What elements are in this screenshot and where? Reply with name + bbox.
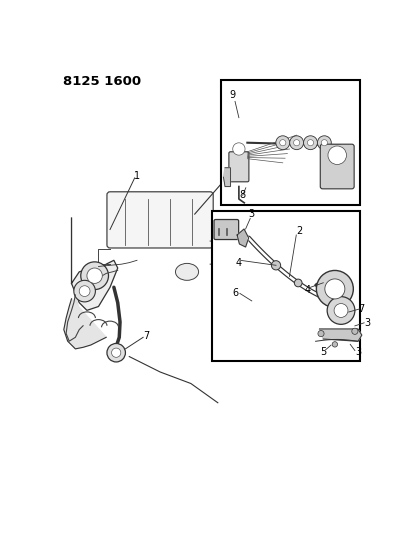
Circle shape <box>351 328 357 334</box>
Circle shape <box>307 140 313 146</box>
Polygon shape <box>71 218 117 310</box>
Bar <box>220 80 359 205</box>
Circle shape <box>289 136 303 150</box>
Text: 2: 2 <box>295 225 301 236</box>
Text: 7: 7 <box>143 331 149 341</box>
Circle shape <box>327 146 346 165</box>
FancyBboxPatch shape <box>107 192 213 248</box>
Text: 3: 3 <box>248 209 254 219</box>
Text: 8125 1600: 8125 1600 <box>63 75 141 88</box>
FancyBboxPatch shape <box>319 144 353 189</box>
Circle shape <box>303 136 317 150</box>
Polygon shape <box>223 168 230 187</box>
FancyBboxPatch shape <box>213 220 238 239</box>
Text: 3: 3 <box>354 347 360 357</box>
Text: 5: 5 <box>319 347 326 357</box>
FancyBboxPatch shape <box>228 152 248 182</box>
Circle shape <box>79 286 90 296</box>
Text: 9: 9 <box>228 90 234 100</box>
Ellipse shape <box>175 263 198 280</box>
Bar <box>211 212 359 361</box>
Text: 1: 1 <box>134 171 140 181</box>
Circle shape <box>81 262 108 289</box>
Circle shape <box>316 270 353 308</box>
Polygon shape <box>236 229 248 247</box>
Text: 7: 7 <box>358 304 364 314</box>
Circle shape <box>87 268 102 284</box>
Circle shape <box>317 330 323 337</box>
Text: 8: 8 <box>239 190 245 200</box>
Circle shape <box>275 136 289 150</box>
Circle shape <box>294 279 301 287</box>
Text: 4: 4 <box>235 259 241 269</box>
Circle shape <box>333 304 347 318</box>
Circle shape <box>326 297 354 325</box>
Text: 3: 3 <box>363 318 369 328</box>
Circle shape <box>107 343 125 362</box>
Polygon shape <box>319 329 361 341</box>
Circle shape <box>324 279 344 299</box>
Circle shape <box>321 140 327 146</box>
Circle shape <box>317 136 330 150</box>
Text: 6: 6 <box>232 288 238 298</box>
Circle shape <box>111 348 121 357</box>
Circle shape <box>74 280 95 302</box>
Circle shape <box>232 143 245 155</box>
Polygon shape <box>64 299 106 349</box>
Text: 4: 4 <box>304 285 310 295</box>
Circle shape <box>331 342 337 347</box>
Polygon shape <box>66 295 83 341</box>
Circle shape <box>293 140 299 146</box>
Circle shape <box>279 140 285 146</box>
Circle shape <box>271 261 280 270</box>
